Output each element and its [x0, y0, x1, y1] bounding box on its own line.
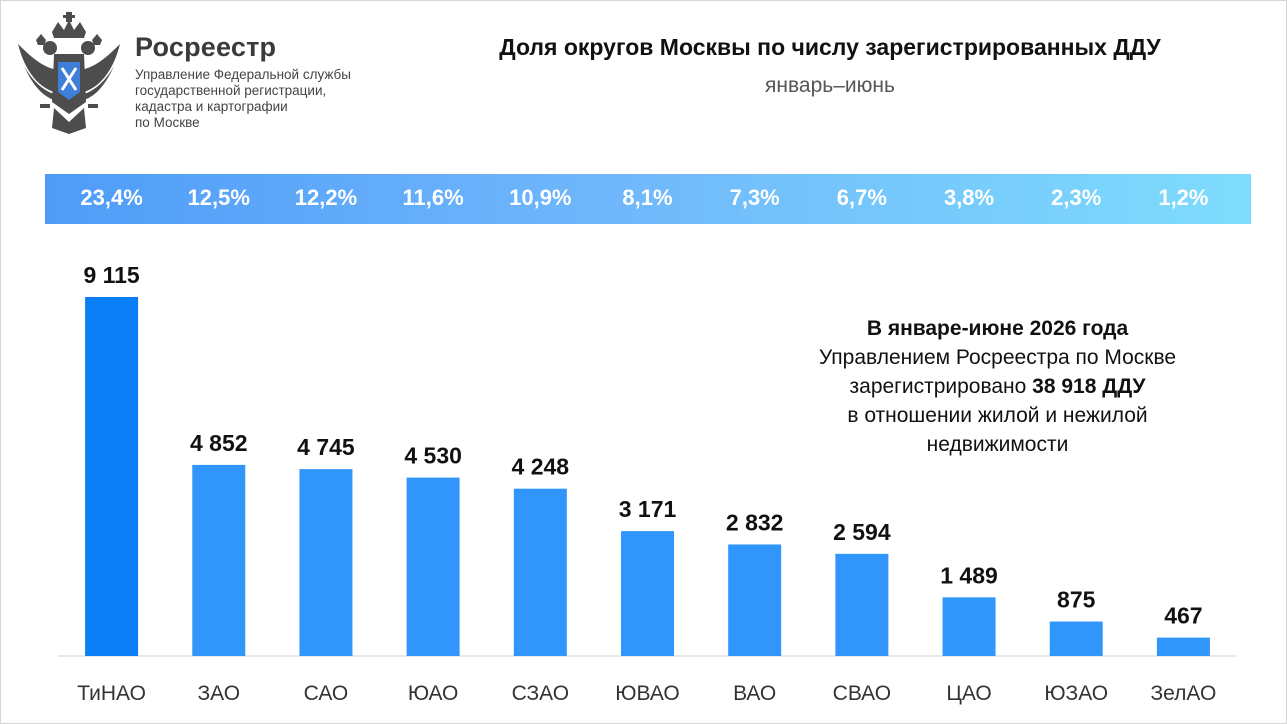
share-label: 10,9% [509, 185, 572, 210]
bar [835, 553, 889, 656]
summary-note: В январе-июне 2026 года Управлением Роср… [760, 314, 1235, 459]
summary-note-line: недвижимости [926, 433, 1069, 456]
bar [942, 597, 996, 656]
bar-value-label: 2 594 [833, 519, 891, 545]
category-label: ЗАО [197, 682, 240, 705]
bar [406, 477, 460, 656]
summary-note-line: Управлением Росреестра по Москве [818, 346, 1177, 369]
bar-value-label: 4 852 [190, 430, 248, 456]
brand-subtitle-line: кадастра и картографии [135, 99, 288, 114]
share-label: 8,1% [622, 185, 673, 210]
share-label: 7,3% [729, 185, 780, 210]
summary-note-line: в отношении жилой и нежилой [847, 404, 1148, 427]
bar [85, 297, 139, 656]
share-label: 11,6% [402, 185, 464, 210]
share-label: 12,2% [294, 185, 358, 210]
summary-note-line: зарегистрировано 38 918 ДДУ [760, 372, 1235, 401]
brand-subtitle: Управление Федеральной службы государств… [135, 67, 395, 131]
bar-value-label: 4 530 [404, 443, 462, 469]
share-label: 1,2% [1158, 185, 1209, 210]
category-label: ЮВАО [615, 682, 679, 705]
summary-note-total: 38 918 ДДУ [1032, 375, 1146, 398]
category-label: САО [304, 682, 349, 705]
bar-value-label: 4 745 [297, 434, 355, 460]
bar [299, 469, 353, 656]
category-label: ЗелАО [1151, 682, 1217, 705]
category-label: ТиНАО [77, 682, 146, 705]
category-label: ЮЗАО [1044, 682, 1108, 705]
brand-name: Росреестр [135, 32, 277, 62]
bar-value-label: 875 [1057, 587, 1096, 613]
bar [1049, 621, 1103, 656]
share-band [45, 174, 1251, 224]
bar-value-label: 2 832 [726, 509, 784, 535]
bar-value-label: 1 489 [940, 562, 998, 588]
share-label: 23,4% [80, 185, 143, 210]
bar [1156, 637, 1210, 656]
bar [728, 544, 782, 656]
bar [621, 531, 674, 656]
summary-note-text: зарегистрировано [849, 375, 1033, 398]
brand-subtitle-line: Управление Федеральной службы [135, 67, 351, 82]
category-label: ЮАО [408, 682, 458, 705]
share-label: 12,5% [187, 185, 250, 210]
bar [192, 464, 246, 656]
double-headed-eagle-emblem-icon [18, 12, 120, 134]
category-label: СВАО [833, 682, 891, 705]
share-label: 3,8% [943, 185, 995, 210]
category-label: СЗАО [512, 682, 570, 705]
bar-value-label: 4 248 [512, 454, 570, 480]
brand-subtitle-line: государственной регистрации, [135, 83, 327, 98]
brand-subtitle-line: по Москве [135, 115, 200, 130]
chart-title: Доля округов Москвы по числу зарегистрир… [499, 34, 1161, 60]
summary-note-line: В январе-июне 2026 года [866, 317, 1129, 340]
category-label: ЦАО [946, 682, 991, 705]
share-label: 2,3% [1051, 185, 1102, 210]
bar [513, 488, 567, 656]
category-label: ВАО [733, 682, 776, 705]
bar-value-label: 9 115 [83, 262, 139, 288]
chart-subtitle: январь–июнь [765, 74, 895, 97]
share-label: 6,7% [836, 185, 887, 210]
bar-value-label: 3 171 [619, 496, 677, 522]
bar-value-label: 467 [1164, 603, 1202, 629]
